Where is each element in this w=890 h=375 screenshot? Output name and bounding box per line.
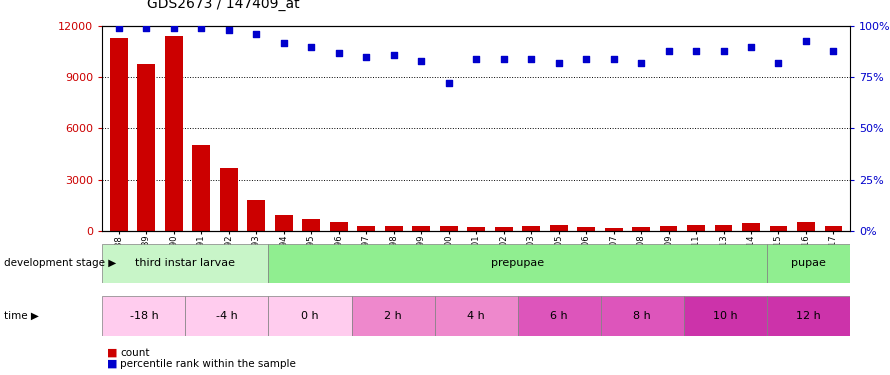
Point	[661, 48, 676, 54]
Text: ■: ■	[107, 359, 117, 369]
Bar	[687, 225, 705, 231]
Text: ■: ■	[107, 348, 117, 357]
Bar	[715, 225, 732, 231]
Bar	[352, 296, 434, 336]
Point	[772, 60, 786, 66]
Text: prepupae: prepupae	[491, 258, 545, 268]
Point	[606, 56, 620, 62]
Bar	[269, 296, 352, 336]
Point	[826, 48, 840, 54]
Text: percentile rank within the sample: percentile rank within the sample	[120, 359, 296, 369]
Point	[799, 38, 813, 44]
Bar	[495, 227, 513, 231]
Point	[497, 56, 511, 62]
Bar	[192, 146, 210, 231]
Bar	[185, 296, 269, 336]
Bar	[102, 244, 269, 283]
Bar	[467, 227, 485, 231]
Text: -4 h: -4 h	[216, 311, 238, 321]
Point	[194, 25, 208, 31]
Point	[689, 48, 703, 54]
Text: 0 h: 0 h	[301, 311, 319, 321]
Text: pupae: pupae	[791, 258, 826, 268]
Bar	[659, 226, 677, 231]
Text: -18 h: -18 h	[130, 311, 158, 321]
Point	[277, 40, 291, 46]
Bar	[632, 227, 650, 231]
Point	[112, 25, 126, 31]
Bar	[109, 38, 128, 231]
Point	[332, 50, 346, 56]
Point	[744, 44, 758, 50]
Point	[414, 58, 428, 64]
Bar	[440, 226, 457, 231]
Bar	[247, 200, 265, 231]
Point	[469, 56, 483, 62]
Bar	[601, 296, 684, 336]
Bar	[518, 296, 601, 336]
Bar	[220, 168, 238, 231]
Bar	[412, 226, 430, 231]
Bar	[303, 219, 320, 231]
Point	[139, 25, 153, 31]
Text: time ▶: time ▶	[4, 311, 39, 321]
Bar	[165, 36, 182, 231]
Text: GDS2673 / 147409_at: GDS2673 / 147409_at	[147, 0, 299, 11]
Text: 4 h: 4 h	[467, 311, 485, 321]
Text: count: count	[120, 348, 150, 357]
Bar	[604, 228, 622, 231]
Point	[304, 44, 319, 50]
Bar	[269, 244, 767, 283]
Point	[634, 60, 648, 66]
Bar	[137, 64, 155, 231]
Point	[249, 32, 263, 38]
Point	[441, 81, 456, 87]
Bar	[767, 244, 850, 283]
Bar	[434, 296, 518, 336]
Text: 8 h: 8 h	[634, 311, 651, 321]
Point	[716, 48, 731, 54]
Bar	[767, 296, 850, 336]
Bar	[577, 227, 595, 231]
Point	[166, 25, 181, 31]
Bar	[357, 225, 376, 231]
Bar	[742, 224, 760, 231]
Text: third instar larvae: third instar larvae	[135, 258, 236, 268]
Point	[386, 52, 400, 58]
Bar	[384, 225, 402, 231]
Point	[524, 56, 538, 62]
Text: 10 h: 10 h	[713, 311, 738, 321]
Text: 6 h: 6 h	[550, 311, 568, 321]
Bar	[550, 225, 568, 231]
Bar	[522, 226, 540, 231]
Bar	[275, 215, 293, 231]
Point	[222, 27, 236, 33]
Bar	[797, 222, 815, 231]
Point	[579, 56, 594, 62]
Bar	[102, 296, 185, 336]
Bar	[824, 226, 843, 231]
Text: 12 h: 12 h	[796, 311, 821, 321]
Bar	[684, 296, 767, 336]
Bar	[770, 226, 788, 231]
Text: development stage ▶: development stage ▶	[4, 258, 117, 268]
Point	[552, 60, 566, 66]
Bar	[330, 222, 348, 231]
Point	[359, 54, 373, 60]
Text: 2 h: 2 h	[384, 311, 402, 321]
